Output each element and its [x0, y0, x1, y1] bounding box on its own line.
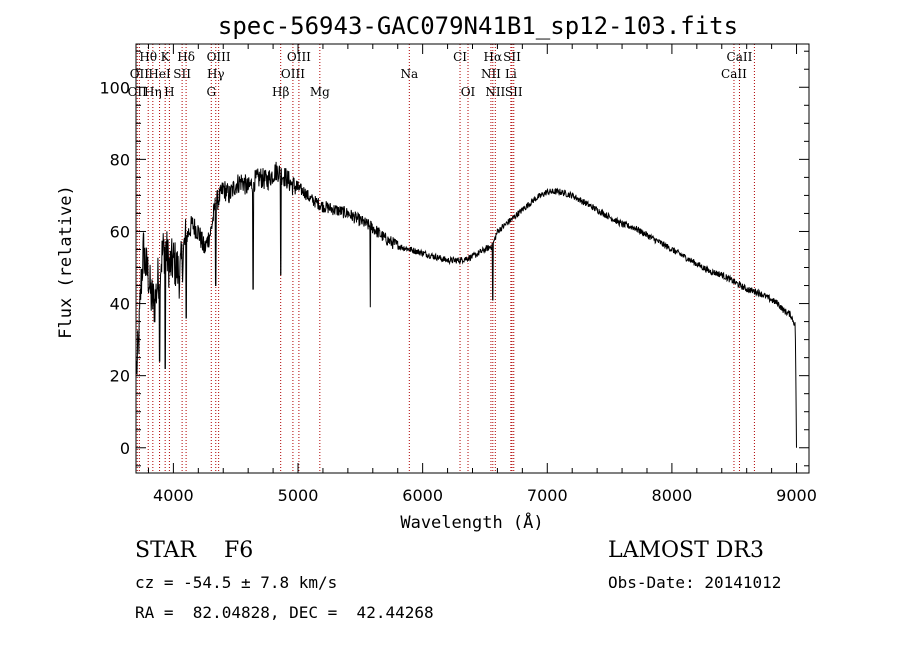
- line-label: OII: [130, 67, 150, 81]
- y-tick-label: 40: [110, 295, 130, 314]
- redshift-velocity: cz = -54.5 ± 7.8 km/s: [135, 573, 338, 592]
- x-tick-label: 4000: [153, 486, 194, 505]
- x-tick-label: 5000: [278, 486, 319, 505]
- y-tick-label: 60: [110, 222, 130, 241]
- line-label: Hβ: [272, 85, 289, 99]
- x-axis: 4000 5000 6000 7000 8000 9000: [147, 44, 817, 505]
- line-label: Hα: [484, 50, 503, 64]
- y-tick-label: 20: [110, 367, 130, 386]
- line-label: HeI: [148, 67, 171, 81]
- x-tick-label: 6000: [402, 486, 443, 505]
- line-label: Li: [505, 67, 517, 81]
- survey-name: LAMOST DR3: [608, 538, 764, 563]
- spectrum-line: [136, 161, 797, 448]
- line-label: OIII: [207, 50, 231, 64]
- line-label: SII: [503, 50, 521, 64]
- line-label: K: [161, 50, 171, 64]
- line-marker-group: [136, 44, 755, 473]
- line-label: CaII: [721, 67, 747, 81]
- line-label: Hδ: [177, 50, 195, 64]
- x-tick-label: 9000: [776, 486, 817, 505]
- line-label: Mg: [310, 85, 330, 99]
- line-label: Hη: [144, 85, 162, 99]
- x-axis-label: Wavelength (Å): [400, 511, 543, 533]
- y-tick-label: 100: [99, 78, 130, 97]
- y-tick-label: 80: [110, 150, 130, 169]
- line-label: Na: [400, 67, 418, 81]
- x-tick-label: 8000: [652, 486, 693, 505]
- line-label: G: [206, 85, 216, 99]
- line-label: SII: [173, 67, 191, 81]
- line-label: CI: [453, 50, 467, 64]
- line-label: OIII: [287, 50, 311, 64]
- y-tick-label: 0: [120, 439, 130, 458]
- line-label: Hθ: [139, 50, 157, 64]
- line-label: OI: [461, 85, 476, 99]
- line-label: H: [164, 85, 174, 99]
- line-label: CaII: [727, 50, 753, 64]
- line-label: SII: [505, 85, 523, 99]
- line-label: CaII: [741, 0, 767, 3]
- object-class: STAR F6: [135, 538, 254, 563]
- observation-date: Obs-Date: 20141012: [608, 573, 782, 592]
- line-label: NII: [485, 85, 505, 99]
- x-tick-label: 7000: [527, 486, 568, 505]
- line-label: OIII: [281, 67, 305, 81]
- y-axis: 0 20 40 60 80 100: [99, 50, 809, 467]
- y-axis-label: Flux (relative): [56, 185, 76, 339]
- line-label: OII: [128, 85, 148, 99]
- chart-title: spec-56943-GAC079N41B1_sp12-103.fits: [218, 12, 738, 40]
- line-label: Hγ: [207, 67, 225, 81]
- coordinates: RA = 82.04828, DEC = 42.44268: [135, 603, 434, 622]
- line-label: NII: [481, 67, 501, 81]
